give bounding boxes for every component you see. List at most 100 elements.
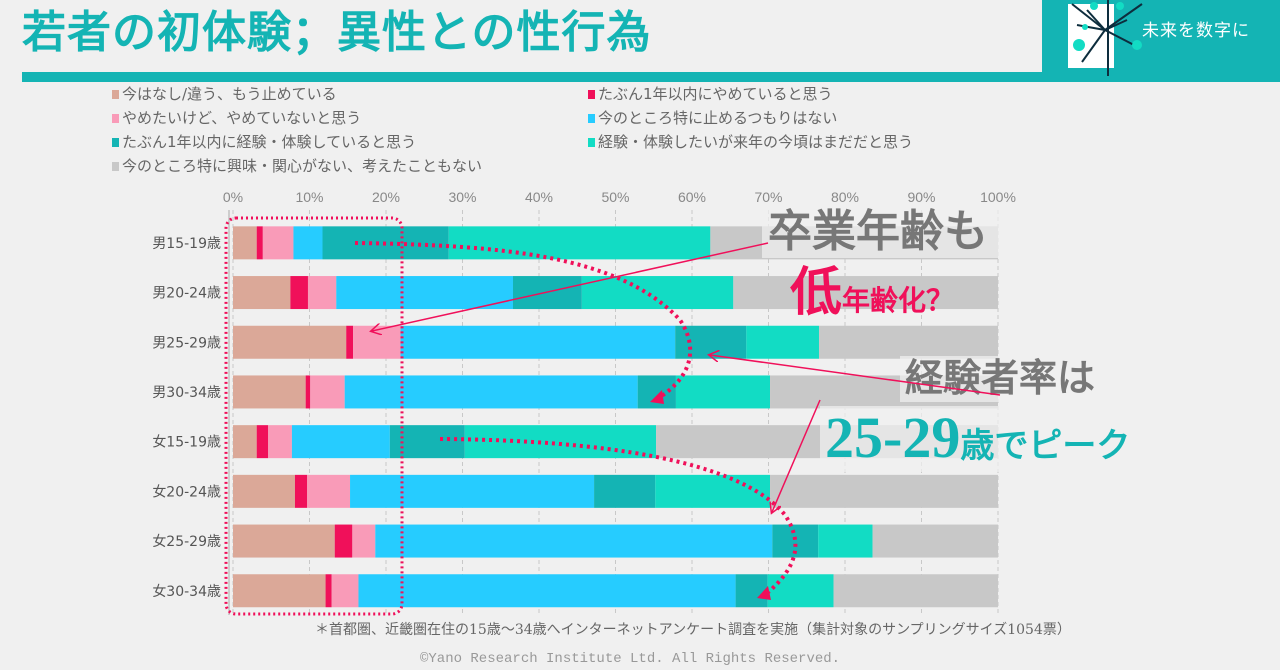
- legend-item: たぶん1年以内にやめていると思う: [588, 84, 833, 104]
- x-tick-label: 50%: [601, 189, 629, 205]
- bar-segment: [293, 226, 323, 260]
- bar-segment: [746, 325, 819, 359]
- annotation-text: 低年齢化？: [790, 264, 954, 321]
- y-category-label: 男30-34歳: [152, 385, 221, 401]
- annotation-rest: 年齢化？: [842, 284, 955, 317]
- y-category-label: 女25-29歳: [152, 533, 221, 550]
- bar-segment: [767, 574, 834, 608]
- legend-label: 今のところ特に興味・関心がない、考えたこともない: [122, 157, 483, 175]
- bar-segment: [675, 375, 771, 409]
- y-category-label: 男20-24歳: [152, 286, 221, 302]
- starburst-icon: [1071, 0, 1143, 76]
- bar-segment: [256, 226, 263, 260]
- bar-segment: [290, 276, 308, 310]
- brand-logo: 未来を数字に: [1042, 0, 1280, 82]
- annotation-text: 25-29歳でピーク: [825, 406, 1130, 470]
- x-tick-label: 10%: [295, 189, 323, 205]
- bar-segment: [344, 375, 638, 409]
- arrowhead: [757, 586, 771, 600]
- x-tick-label: 40%: [525, 189, 553, 205]
- legend-label: 経験・体験したいが来年の今頃はまだだと思う: [598, 133, 914, 151]
- annotation-text: 卒業年齢も: [768, 206, 988, 257]
- bar-segment: [872, 524, 998, 558]
- legend-swatch: [112, 114, 119, 123]
- bar-segment: [233, 226, 257, 260]
- legend-swatch: [588, 90, 595, 99]
- bar-segment: [375, 524, 773, 558]
- y-category-label: 女20-24歳: [152, 483, 221, 500]
- legend-item: 経験・体験したいが来年の今頃はまだだと思う: [588, 132, 913, 152]
- bar-segment: [325, 574, 332, 608]
- y-category-label: 女15-19歳: [152, 434, 221, 451]
- legend-item: 今のところ特に興味・関心がない、考えたこともない: [112, 156, 482, 176]
- bar-segment: [307, 474, 351, 508]
- dotted-curve-arrow: [439, 437, 798, 597]
- dotted-curve-arrow: [354, 241, 693, 402]
- bar-segment: [331, 574, 359, 608]
- x-tick-label: 0%: [223, 189, 243, 205]
- bar-segment: [262, 226, 294, 260]
- page-title: 若者の初体験；異性との性行為: [22, 7, 652, 58]
- arrow-line: [772, 399, 821, 512]
- annotation-backdrop: [900, 356, 1125, 402]
- arrow-line: [372, 242, 769, 331]
- legend-label: やめたいけど、やめていないと思う: [122, 109, 362, 127]
- bar-segment: [233, 375, 306, 409]
- bar-segment: [733, 276, 998, 310]
- bar-segment: [307, 276, 337, 310]
- x-tick-label: 30%: [448, 189, 476, 205]
- annotation-emphasis: 低: [790, 262, 843, 323]
- legend-label: 今はなし/違う、もう止めている: [122, 85, 337, 103]
- bar-segment: [655, 474, 771, 508]
- copyright: ©Yano Research Institute Ltd. All Rights…: [420, 651, 841, 667]
- bar-segment: [581, 276, 734, 310]
- legend-item: たぶん1年以内に経験・体験していると思う: [112, 132, 416, 152]
- bar-segment: [233, 574, 326, 608]
- bar-segment: [233, 276, 291, 310]
- bar-segment: [818, 325, 998, 359]
- bar-segment: [305, 375, 311, 409]
- bar-segment: [346, 325, 354, 359]
- x-tick-label: 60%: [678, 189, 706, 205]
- annotation-backdrop: [762, 208, 1012, 258]
- bar-segment: [735, 574, 768, 608]
- legend-item: 今のところ特に止めるつもりはない: [588, 108, 837, 128]
- bar-segment: [291, 425, 390, 459]
- bar-segment: [233, 524, 335, 558]
- bar-segment: [256, 425, 269, 459]
- bar-segment: [334, 524, 353, 558]
- legend-item: やめたいけど、やめていないと思う: [112, 108, 361, 128]
- bar-segment: [233, 474, 295, 508]
- annotation-emphasis: 25-29: [825, 405, 961, 470]
- legend-item: 今はなし/違う、もう止めている: [112, 84, 337, 104]
- bar-segment: [352, 524, 376, 558]
- annotation-rest: 歳でピーク: [960, 428, 1131, 465]
- annotation-backdrop: [820, 406, 1195, 472]
- arrow-line: [710, 355, 1001, 396]
- x-tick-label: 100%: [980, 189, 1016, 205]
- bar-segment: [770, 474, 998, 508]
- bar-segment: [233, 425, 257, 459]
- bar-segment: [594, 474, 656, 508]
- legend-swatch: [588, 138, 595, 147]
- y-category-label: 男15-19歳: [152, 236, 221, 252]
- bar-segment: [818, 524, 873, 558]
- legend-label: 今のところ特に止めるつもりはない: [598, 109, 838, 127]
- x-tick-label: 20%: [372, 189, 400, 205]
- legend-label: たぶん1年以内に経験・体験していると思う: [122, 133, 417, 151]
- highlight-box: [224, 216, 404, 616]
- x-tick-label: 70%: [754, 189, 782, 205]
- bar-segment: [833, 574, 998, 608]
- legend-swatch: [112, 162, 119, 171]
- bar-segment: [310, 375, 345, 409]
- bar-segment: [268, 425, 292, 459]
- bar-segment: [233, 325, 347, 359]
- title-underline: [22, 72, 1280, 82]
- bar-segment: [400, 325, 676, 359]
- arrowhead: [650, 390, 664, 404]
- legend-swatch: [588, 114, 595, 123]
- annotation-text: 経験者率は: [905, 356, 1096, 400]
- bar-segment: [350, 474, 595, 508]
- y-category-label: 女30-34歳: [152, 583, 221, 600]
